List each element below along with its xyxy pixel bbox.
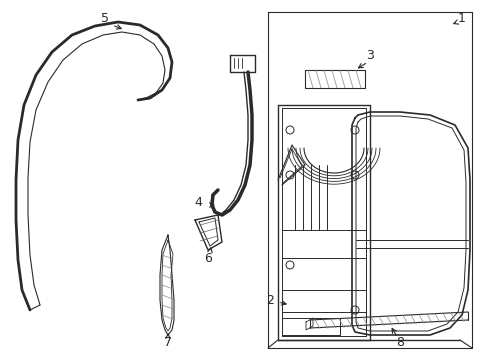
Text: 8: 8: [395, 336, 403, 348]
Text: 1: 1: [457, 12, 465, 24]
Text: 2: 2: [265, 293, 273, 306]
Text: 5: 5: [101, 12, 109, 24]
Text: 7: 7: [163, 336, 172, 348]
Text: 3: 3: [366, 49, 373, 62]
Text: 4: 4: [194, 195, 202, 208]
Text: 6: 6: [203, 252, 211, 265]
